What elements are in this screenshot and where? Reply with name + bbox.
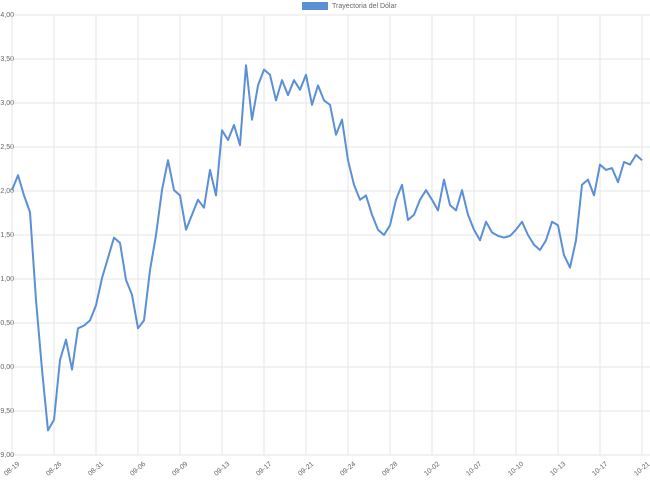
- line-series: [11, 64, 643, 432]
- y-tick-label: 24,00: [0, 12, 14, 19]
- y-tick-label: 19,50: [0, 408, 14, 415]
- y-tick-label: 20,00: [0, 364, 14, 371]
- legend-label: Trayectoria del Dólar: [332, 3, 397, 10]
- y-tick-label: 22,00: [0, 188, 14, 195]
- y-tick-label: 23,00: [0, 100, 14, 107]
- y-tick-label: 22,50: [0, 144, 14, 151]
- y-tick-label: 19,00: [0, 452, 14, 459]
- y-tick-label: 21,50: [0, 232, 14, 239]
- y-tick-label: 20,50: [0, 320, 14, 327]
- y-tick-label: 21,00: [0, 276, 14, 283]
- legend-swatch: [302, 2, 328, 10]
- y-tick-label: 23,50: [0, 56, 14, 63]
